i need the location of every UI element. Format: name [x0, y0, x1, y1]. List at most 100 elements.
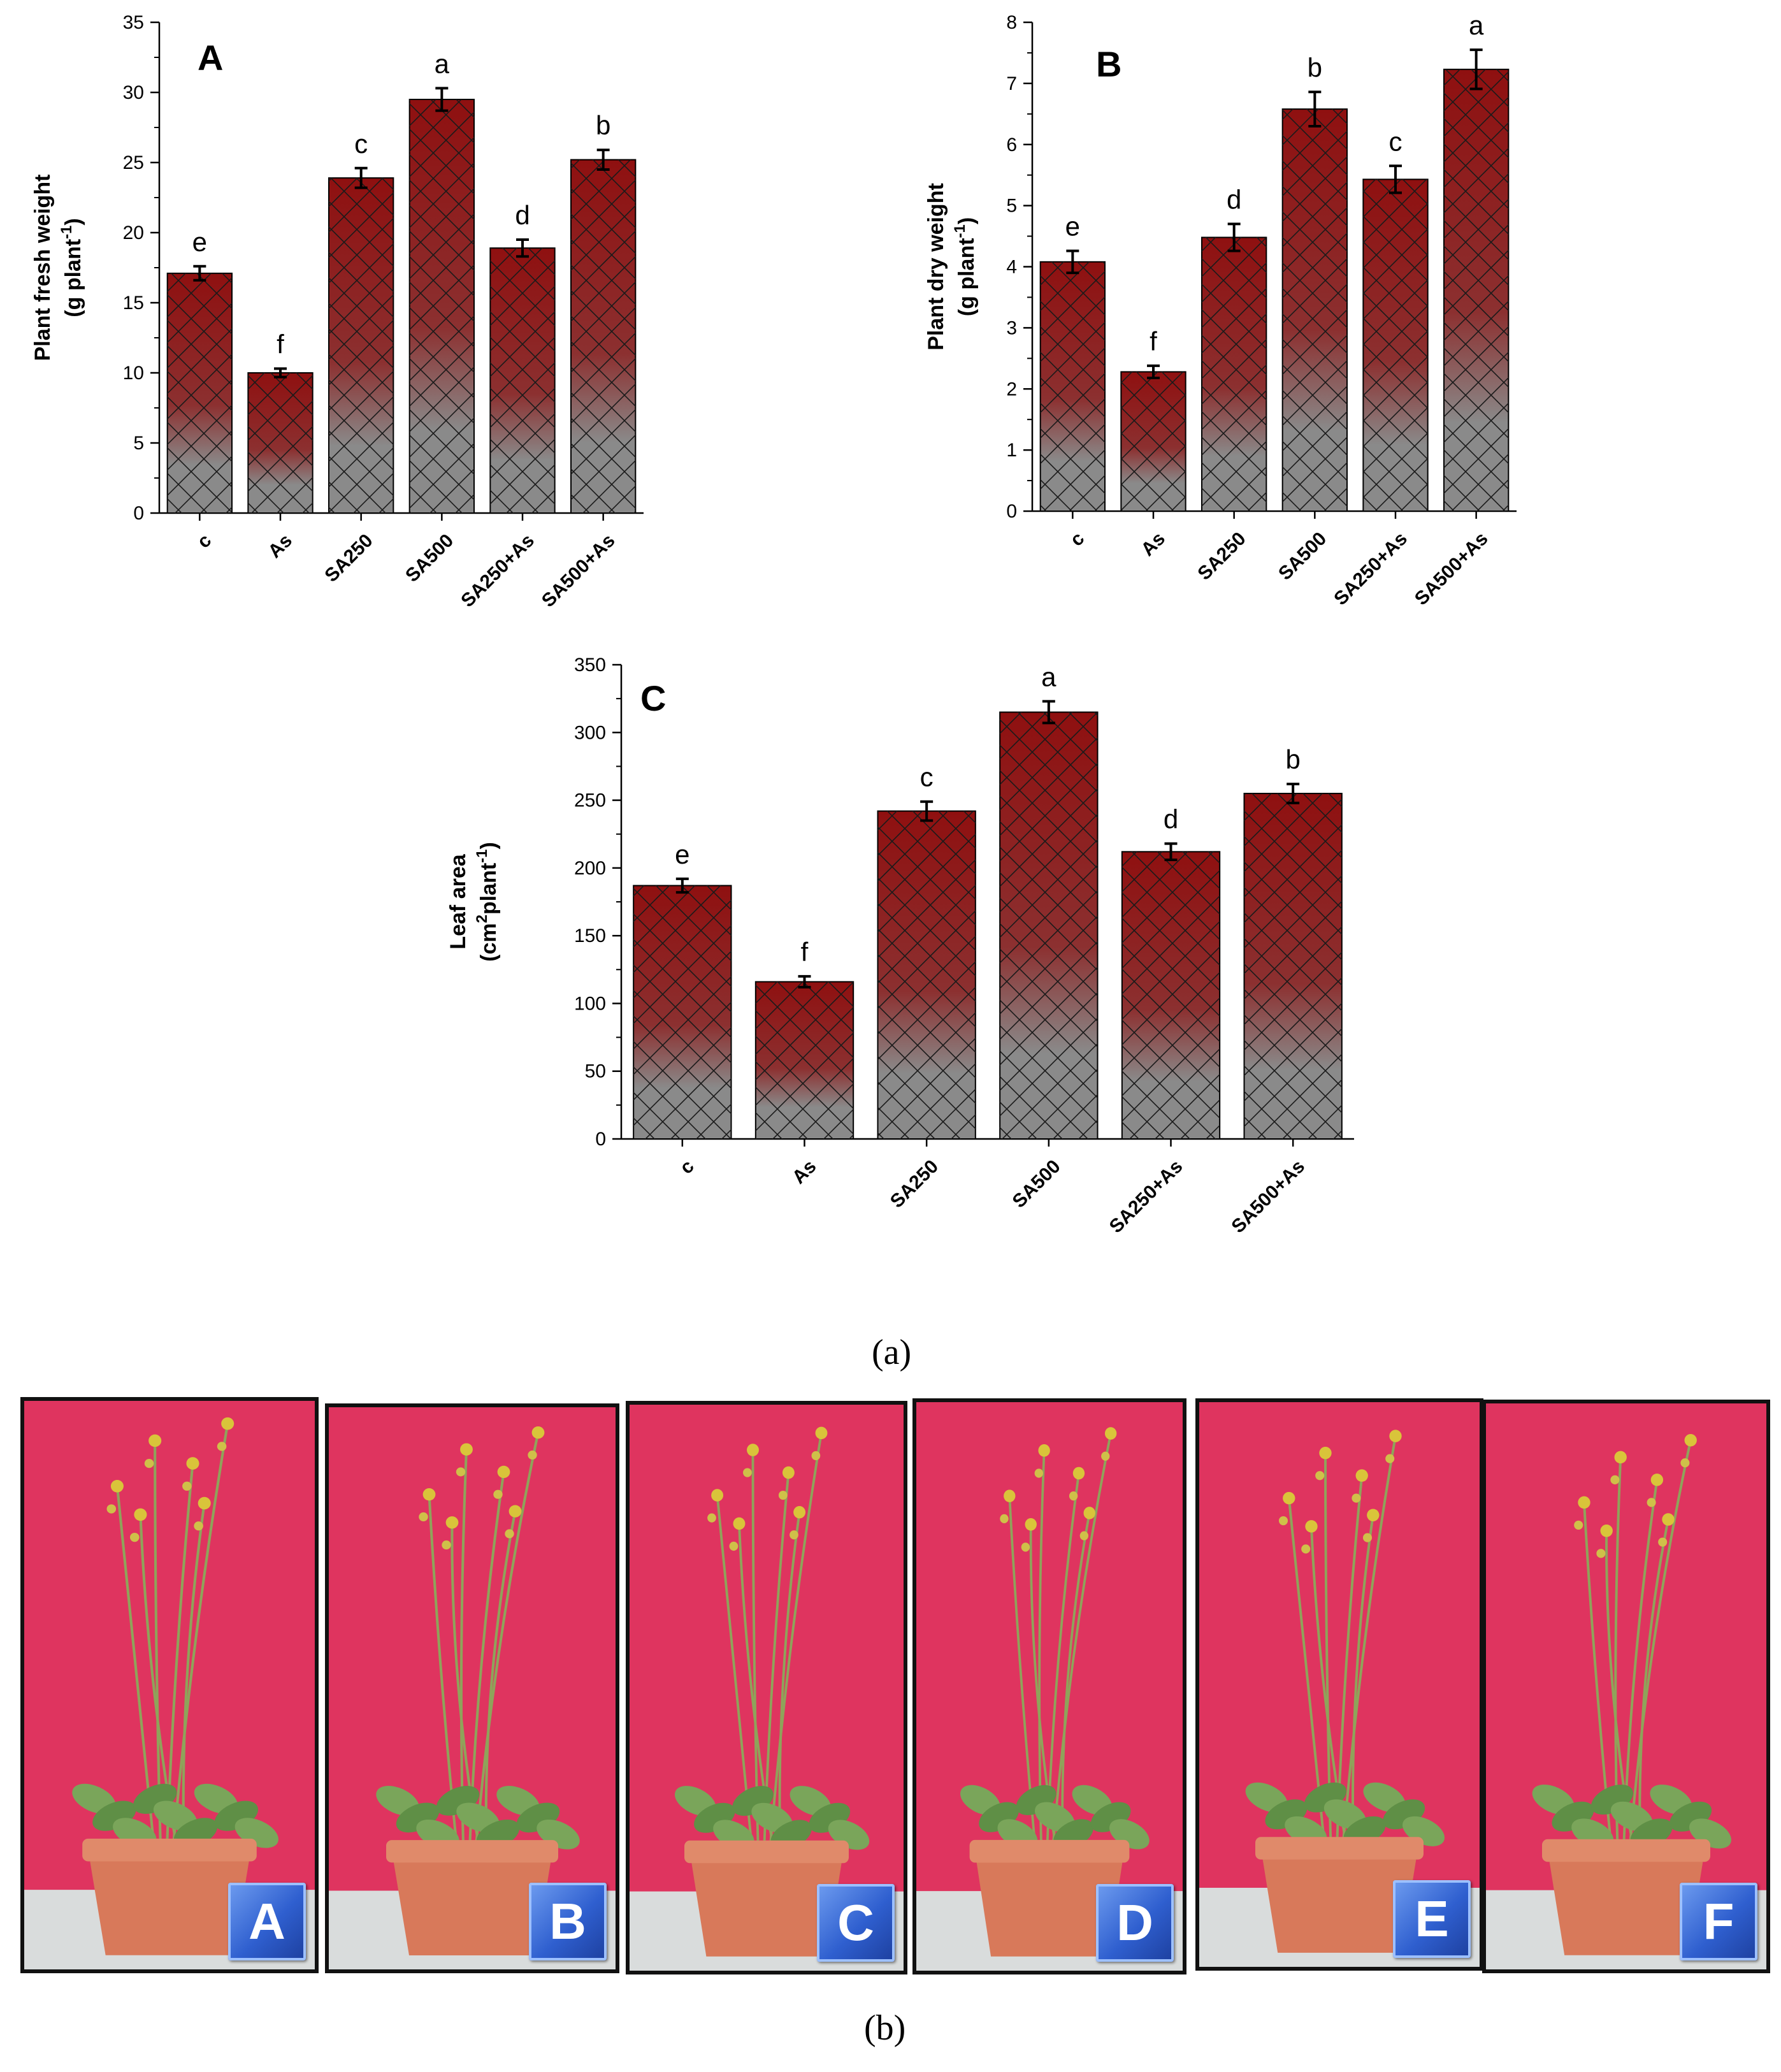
bar-hatch: [571, 159, 636, 514]
photo-badge-d: D: [1096, 1884, 1174, 1962]
y-axis-label: Plant dry weight: [924, 183, 948, 351]
x-tick-label: As: [788, 1156, 820, 1188]
flower-cluster: [528, 1450, 537, 1460]
flower-cluster: [778, 1490, 788, 1500]
flower-cluster: [1662, 1513, 1675, 1526]
flower-cluster: [1650, 1474, 1664, 1486]
bar-hatch: [329, 178, 394, 513]
flower-cluster: [1596, 1549, 1606, 1558]
bar-hatch: [1244, 793, 1342, 1139]
caption-a: (a): [872, 1333, 912, 1372]
significance-letter: f: [277, 329, 284, 359]
y-tick-label: 10: [123, 363, 144, 384]
y-tick-label: 2: [1006, 379, 1017, 400]
x-tick-label: SA500+As: [538, 530, 619, 612]
flower-cluster: [1610, 1475, 1620, 1484]
pot: [1260, 1848, 1418, 1953]
flower-cluster: [419, 1512, 428, 1522]
bar-hatch: [167, 273, 232, 513]
significance-letter: a: [435, 48, 450, 78]
flower-cluster: [811, 1451, 821, 1461]
x-tick-label: SA500+As: [1227, 1156, 1309, 1238]
photo-badge-b: B: [529, 1883, 607, 1960]
flower-cluster: [422, 1488, 436, 1501]
y-tick-label: 150: [574, 925, 606, 946]
y-tick-label: 250: [574, 790, 606, 811]
x-tick-label: SA500+As: [1411, 528, 1492, 610]
flower-cluster: [1101, 1451, 1110, 1461]
y-tick-label: 20: [123, 222, 144, 243]
plant-photo-e: E: [1195, 1398, 1483, 1971]
flower-cluster: [148, 1434, 162, 1447]
significance-letter: f: [1150, 326, 1157, 356]
flower-cluster: [815, 1426, 828, 1440]
flower-cluster: [144, 1458, 154, 1468]
bar-hatch: [633, 885, 732, 1139]
significance-letter: f: [801, 937, 809, 967]
significance-letter: b: [1285, 744, 1300, 774]
y-tick-label: 25: [123, 152, 144, 173]
pot-rim: [1255, 1837, 1424, 1860]
photo-badge-f: F: [1680, 1883, 1757, 1960]
flower-cluster: [711, 1489, 724, 1502]
y-tick-label: 15: [123, 293, 144, 314]
flower-cluster: [1025, 1518, 1037, 1531]
x-tick-label: c: [193, 530, 215, 553]
y-tick-label: 4: [1006, 257, 1017, 278]
flower-cluster: [493, 1489, 503, 1499]
pot-rim: [1542, 1839, 1710, 1862]
flower-cluster: [1362, 1533, 1373, 1542]
pot: [974, 1851, 1125, 1957]
bar-hatch: [1000, 712, 1098, 1139]
flower-cluster: [129, 1532, 140, 1542]
y-tick-label: 30: [123, 82, 144, 103]
caption-b: (b): [864, 2008, 906, 2048]
panel-label: B: [1096, 44, 1121, 84]
flower-cluster: [497, 1465, 510, 1479]
pot-rim: [684, 1840, 849, 1864]
y-tick-label: 6: [1006, 134, 1017, 156]
flower-cluster: [1574, 1520, 1583, 1530]
photo-badge-a: A: [228, 1883, 306, 1960]
x-tick-label: c: [676, 1156, 698, 1178]
flower-cluster: [1647, 1498, 1656, 1507]
plant-photo-b: B: [325, 1403, 619, 1973]
flower-cluster: [1301, 1544, 1311, 1554]
flower-cluster: [1004, 1489, 1016, 1502]
y-tick-label: 100: [574, 993, 606, 1014]
photo-badge-e: E: [1393, 1880, 1471, 1958]
flower-cluster: [1684, 1433, 1697, 1447]
plant-photo-strip: A B C D E F: [0, 1389, 1781, 1989]
y-tick-label: 7: [1006, 73, 1017, 94]
flower-cluster: [1283, 1491, 1295, 1505]
flower-cluster: [1038, 1444, 1050, 1457]
flower-cluster: [106, 1504, 117, 1514]
flower-cluster: [1305, 1520, 1318, 1533]
bar-hatch: [490, 248, 555, 513]
flower-cluster: [456, 1467, 466, 1477]
panel-label: C: [640, 678, 666, 718]
plant-stem: [171, 1423, 229, 1856]
plant-photo-c: C: [626, 1401, 907, 1974]
chart-leaf-area: 0 50 100 150 200 250 300 350 Leaf area (cm2plant-…: [446, 655, 1354, 1237]
flower-cluster: [793, 1505, 806, 1519]
flower-cluster: [1680, 1458, 1690, 1468]
y-tick-label: 35: [123, 12, 144, 33]
x-tick-label: SA250+As: [457, 530, 538, 612]
plant-photo-d: D: [912, 1398, 1186, 1974]
y-tick-label: 0: [133, 503, 144, 524]
flower-cluster: [531, 1426, 545, 1439]
y-tick-label: 0: [595, 1129, 606, 1150]
flower-cluster: [134, 1508, 147, 1521]
pot: [392, 1851, 552, 1955]
flower-cluster: [1104, 1427, 1117, 1440]
photo-badge-c: C: [817, 1884, 895, 1962]
y-tick-label: 5: [1006, 196, 1017, 217]
flower-cluster: [743, 1468, 752, 1477]
flower-cluster: [1083, 1507, 1095, 1519]
significance-letter: a: [1041, 662, 1056, 692]
plant-stem: [1051, 1433, 1112, 1857]
flower-cluster: [1658, 1537, 1668, 1547]
significance-letter: a: [1469, 10, 1484, 40]
